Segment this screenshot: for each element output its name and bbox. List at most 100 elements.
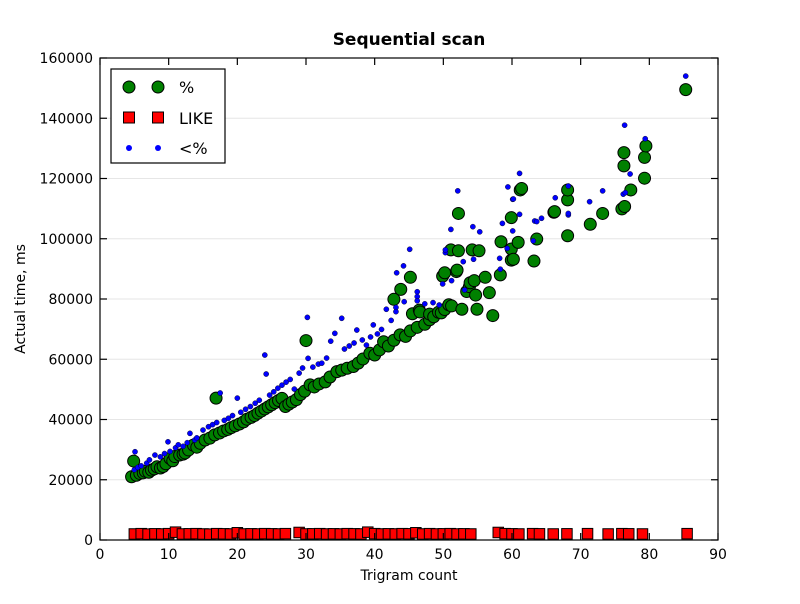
y-tick-label: 0	[84, 533, 93, 549]
data-point	[374, 331, 381, 337]
data-point	[354, 327, 360, 333]
legend-label-ltpercent: <%	[179, 139, 208, 158]
plot-points	[125, 73, 693, 540]
data-point	[393, 308, 399, 315]
data-point	[187, 430, 193, 437]
data-point	[400, 263, 407, 269]
legend-label-percent: %	[179, 78, 194, 97]
data-point	[152, 452, 158, 458]
data-point	[318, 360, 325, 366]
data-point	[504, 211, 518, 225]
x-axis-label: Trigram count	[360, 568, 458, 584]
data-point	[530, 238, 537, 244]
y-tick-label: 60000	[48, 352, 93, 368]
data-point	[561, 528, 573, 540]
percent-marker-icon	[122, 80, 136, 94]
data-point	[527, 254, 541, 268]
data-point	[486, 309, 500, 323]
data-point	[482, 286, 496, 300]
data-point	[270, 388, 277, 395]
data-point	[617, 146, 631, 160]
data-point	[310, 364, 316, 370]
data-point	[642, 135, 649, 142]
data-point	[448, 226, 454, 233]
data-point	[430, 299, 436, 306]
data-point	[346, 343, 353, 349]
data-point	[323, 355, 330, 361]
x-tick-label: 20	[228, 547, 246, 563]
data-point	[494, 235, 508, 249]
data-point	[622, 189, 629, 196]
data-point	[533, 218, 540, 225]
legend-entry-percent: %	[122, 78, 194, 97]
data-point	[213, 419, 220, 426]
data-point	[165, 438, 171, 445]
ltpercent-marker-icon	[126, 145, 132, 151]
data-point	[279, 382, 285, 388]
data-point	[266, 392, 273, 398]
data-point	[132, 448, 138, 455]
data-point	[393, 269, 400, 276]
y-tick-label: 160000	[40, 51, 93, 67]
data-point	[496, 255, 503, 262]
data-point	[505, 184, 511, 190]
series-percent	[125, 83, 693, 484]
data-point	[421, 301, 428, 307]
x-tick-label: 30	[297, 547, 315, 563]
data-point	[175, 442, 182, 448]
data-point	[401, 298, 407, 305]
data-point	[194, 435, 200, 441]
x-tick-label: 60	[503, 547, 521, 563]
data-point	[299, 334, 313, 348]
data-point	[279, 527, 292, 540]
data-point	[363, 342, 370, 348]
data-point	[515, 181, 529, 195]
data-point	[252, 400, 258, 407]
data-point	[180, 443, 186, 450]
data-point	[499, 220, 506, 227]
data-point	[406, 246, 413, 253]
data-point	[256, 397, 263, 404]
y-tick-label: 120000	[40, 172, 93, 188]
percent-marker-icon	[151, 80, 165, 94]
data-point	[511, 235, 525, 249]
data-point	[469, 288, 483, 302]
legend-label-like: LIKE	[179, 109, 213, 128]
y-axis-label: Actual time, ms	[13, 244, 29, 354]
data-point	[370, 322, 377, 328]
data-point	[327, 338, 334, 344]
data-point	[638, 171, 652, 185]
gridlines	[100, 117, 718, 481]
series-ltpercent	[131, 73, 689, 473]
data-point	[618, 200, 632, 214]
data-point	[621, 122, 628, 128]
data-point	[167, 448, 173, 455]
data-point	[383, 306, 390, 313]
data-point	[583, 217, 597, 231]
data-point	[234, 395, 241, 401]
data-point	[184, 439, 191, 446]
data-point	[414, 298, 421, 304]
y-tick-label: 100000	[40, 232, 93, 248]
data-point	[338, 315, 345, 322]
y-tick-label: 40000	[48, 413, 93, 429]
data-point	[200, 427, 206, 433]
data-point	[533, 528, 546, 540]
data-point	[504, 245, 510, 252]
data-point	[636, 528, 649, 540]
x-tick-label: 40	[366, 547, 384, 563]
data-point	[225, 415, 232, 422]
data-point	[602, 528, 614, 540]
data-point	[403, 270, 417, 284]
data-point	[538, 215, 545, 222]
data-point	[561, 229, 575, 243]
data-point	[586, 198, 593, 205]
x-tick-label: 80	[640, 547, 658, 563]
data-point	[305, 355, 311, 362]
data-point	[287, 376, 294, 383]
data-point	[263, 371, 269, 377]
data-point	[332, 330, 338, 337]
x-tick-label: 50	[434, 547, 452, 563]
data-point	[242, 406, 249, 413]
data-point	[438, 266, 452, 280]
